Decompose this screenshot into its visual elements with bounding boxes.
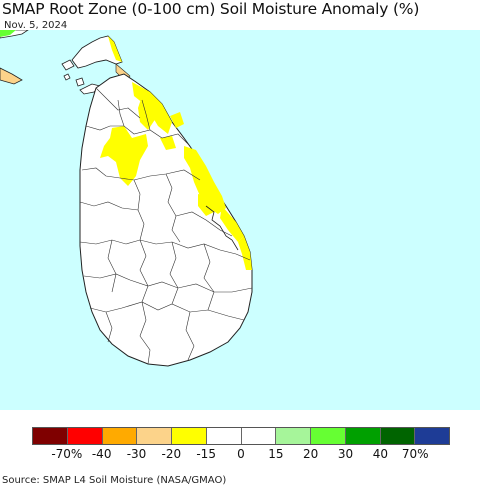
east-coast-dry-patch-3: [220, 206, 244, 242]
legend-swatch: [67, 428, 103, 444]
east-coast-dry-patch-2: [198, 194, 218, 216]
legend-tick-label: -15: [196, 447, 216, 461]
north-central-dry-patch: [138, 96, 156, 130]
legend-swatch: [206, 428, 242, 444]
legend-tick-label: 30: [337, 447, 354, 461]
island-1: [61, 59, 75, 71]
east-dry-patch: [184, 146, 226, 214]
legend-tick-label: -40: [91, 447, 112, 461]
legend-swatch: [33, 428, 68, 444]
legend-swatch: [137, 428, 172, 444]
legend-swatch: [172, 428, 207, 444]
legend-tick-label: 15: [268, 447, 284, 461]
small-dry-patch-1: [170, 112, 184, 128]
map-title: SMAP Root Zone (0-100 cm) Soil Moisture …: [2, 0, 420, 18]
legend-tick-label: 40: [372, 447, 388, 461]
legend-swatch: [311, 428, 346, 444]
legend-tick-label: 0: [237, 447, 245, 461]
legend-tick-label: -30: [126, 447, 147, 461]
legend-tick-label: 70%: [401, 447, 429, 461]
legend-swatch: [345, 428, 381, 444]
legend-tick-label: -70%: [51, 447, 83, 461]
map-date: Nov. 5, 2024: [4, 20, 68, 31]
central-dry-patch: [100, 126, 148, 186]
legend-swatch: [380, 428, 416, 444]
india-wet-patch: [0, 30, 16, 37]
india-south-coast: [0, 67, 23, 85]
legend-swatch: [102, 428, 138, 444]
legend-swatch: [415, 428, 449, 444]
legend-swatch: [241, 428, 277, 444]
east-coast-detail: [205, 205, 239, 251]
jaffna-dry-patch: [108, 36, 122, 62]
island-2: [75, 77, 85, 87]
district-boundaries: [79, 87, 253, 365]
source-note: Source: SMAP L4 Soil Moisture (NASA/GMAO…: [2, 475, 227, 486]
legend-swatch: [276, 428, 311, 444]
legend-tick-label: -20: [161, 447, 182, 461]
east-coast-dry-patch-4: [238, 236, 252, 270]
soil-moisture-map: [0, 30, 480, 410]
small-dry-patch-2: [160, 136, 176, 150]
ocean: [0, 30, 480, 410]
legend-tick-label: 20: [303, 447, 319, 461]
island-3: [63, 73, 71, 81]
legend-ticks: -70% -40 -30 -20 -15 0 15 20 30 40 70%: [32, 447, 450, 463]
color-legend: [32, 427, 450, 445]
